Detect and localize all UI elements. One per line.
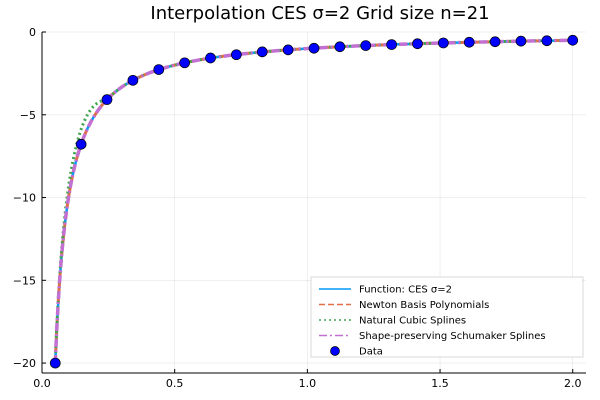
data-point	[282, 44, 294, 56]
data-point	[386, 39, 397, 50]
legend-label-2: Newton Basis Polynomials	[359, 300, 489, 311]
data-point	[231, 49, 242, 61]
y-tick-label: −15	[13, 274, 36, 287]
data-point	[153, 64, 165, 75]
x-tick-label: 1.0	[299, 377, 317, 390]
y-tick-label: 0	[29, 26, 36, 39]
legend-label-3: Natural Cubic Splines	[359, 316, 466, 327]
series-line-2	[53, 38, 573, 364]
data-point	[541, 35, 553, 47]
y-tick-label: −10	[13, 192, 36, 205]
data-point	[515, 35, 527, 47]
data-point	[334, 41, 346, 53]
data-point	[360, 40, 372, 51]
series-lines	[53, 38, 573, 364]
data-point	[127, 74, 139, 86]
legend-swatch-data	[330, 346, 340, 356]
chart-title: Interpolation CES σ=2 Grid size n=21	[150, 3, 489, 24]
legend-box	[310, 276, 584, 358]
x-tick-label: 2.0	[564, 377, 582, 390]
data-point	[256, 46, 268, 58]
legend: Function: CES σ=2 Newton Basis Polynomial…	[310, 276, 584, 358]
data-points	[49, 34, 579, 369]
y-tick-label: −20	[13, 357, 36, 370]
legend-label-data: Data	[359, 347, 383, 358]
data-point	[308, 42, 320, 54]
data-point	[567, 34, 579, 46]
x-tick-label: 0.0	[33, 377, 51, 390]
axes	[41, 31, 586, 374]
y-tick-label: −5	[20, 109, 36, 122]
data-point	[101, 94, 113, 105]
legend-label-1: Function: CES σ=2	[359, 285, 452, 296]
data-point	[205, 52, 216, 64]
data-point	[412, 38, 423, 50]
data-point	[75, 138, 87, 150]
data-point	[489, 36, 501, 48]
x-tick-label: 0.5	[166, 377, 184, 390]
legend-label-4: Shape-preserving Schumaker Splines	[359, 331, 546, 342]
data-point	[463, 36, 475, 48]
data-point	[179, 57, 190, 69]
data-point	[49, 357, 61, 369]
data-point	[438, 37, 449, 49]
x-tick-label: 1.5	[431, 377, 449, 390]
tick-labels: 0.0 0.5 1.0 1.5 2.0 0 −5 −10 −15 −20	[13, 26, 582, 390]
